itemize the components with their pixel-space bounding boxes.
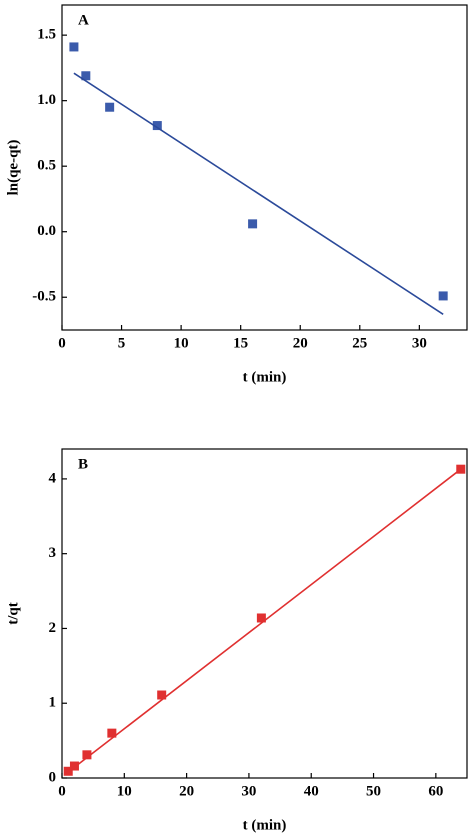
data-point — [438, 291, 448, 301]
y-tick-label: -0.5 — [32, 289, 56, 305]
data-point — [157, 690, 167, 700]
data-point — [69, 761, 79, 771]
data-point — [256, 613, 266, 623]
data-point — [82, 750, 92, 760]
x-axis-label: t (min) — [243, 369, 287, 385]
panel-label: A — [78, 12, 89, 28]
y-axis-label: ln(qe-qt) — [5, 140, 21, 196]
x-tick-label: 5 — [118, 335, 126, 351]
x-tick-label: 50 — [366, 783, 381, 799]
x-tick-label: 60 — [428, 783, 443, 799]
x-tick-label: 10 — [117, 783, 132, 799]
x-tick-label: 20 — [293, 335, 308, 351]
y-tick-label: 2 — [49, 620, 57, 636]
y-tick-label: 3 — [49, 545, 57, 561]
x-tick-label: 30 — [241, 783, 256, 799]
plot-frame — [61, 4, 468, 331]
y-tick-label: 0.0 — [37, 223, 56, 239]
x-tick-label: 30 — [412, 335, 427, 351]
x-tick-label: 40 — [304, 783, 319, 799]
x-tick-label: 25 — [352, 335, 367, 351]
x-tick-label: 0 — [58, 335, 66, 351]
x-tick-label: 0 — [58, 783, 66, 799]
y-axis-label: t/qt — [5, 602, 21, 625]
x-tick-label: 15 — [233, 335, 248, 351]
data-point — [105, 102, 115, 112]
data-point — [152, 121, 162, 131]
x-axis-label: t (min) — [243, 817, 287, 833]
y-tick-label: 1.0 — [37, 92, 56, 108]
panel-label: B — [78, 456, 88, 472]
y-tick-label: 1.5 — [37, 27, 56, 43]
data-point — [69, 42, 79, 52]
data-point — [248, 219, 258, 229]
data-point — [81, 71, 91, 81]
data-point — [107, 728, 117, 738]
plot-frame — [61, 448, 468, 779]
x-tick-label: 20 — [179, 783, 194, 799]
y-tick-label: 1 — [49, 695, 57, 711]
y-tick-label: 0.5 — [37, 158, 56, 174]
y-tick-label: 4 — [49, 470, 57, 486]
fit-line — [73, 72, 444, 315]
fit-line — [67, 468, 462, 773]
y-tick-label: 0 — [49, 769, 57, 785]
x-tick-label: 10 — [174, 335, 189, 351]
